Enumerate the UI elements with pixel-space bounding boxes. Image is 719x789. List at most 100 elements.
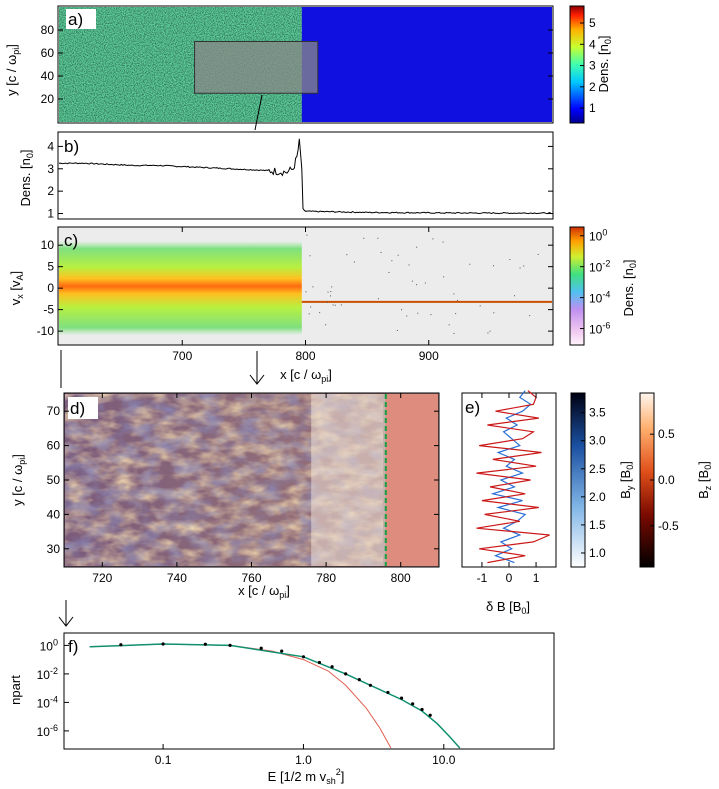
panel-c-point xyxy=(377,298,379,300)
panel-c-point xyxy=(305,291,307,293)
panel-c-point xyxy=(391,260,393,262)
panel-c-point xyxy=(453,293,455,295)
panel-c-point xyxy=(411,280,413,282)
panel-f-point xyxy=(330,665,334,669)
panel-c-point xyxy=(308,313,310,315)
panel-a-label-bg xyxy=(66,9,96,29)
panel-d-ylabel: y [c / ωpi] xyxy=(10,454,27,506)
panel-c-label: c) xyxy=(64,231,78,250)
panel-c-point xyxy=(309,255,311,257)
panel-c-colorbar-ticklabel: 10-2 xyxy=(589,259,610,275)
panel-c-point xyxy=(529,315,531,317)
panel-f-point xyxy=(420,707,424,712)
panel-e-bz-colorbar-ticklabel: 0.5 xyxy=(658,427,675,441)
panel-c-point xyxy=(448,324,450,326)
panel-e-by-colorbar-label: By [B0] xyxy=(618,461,635,499)
panel-d-x-ticklabel: 780 xyxy=(316,571,336,585)
panel-c-sparse-points xyxy=(305,234,539,334)
panel-c-point xyxy=(332,304,334,306)
panel-e-by-colorbar-ticklabel: 1.5 xyxy=(589,518,606,532)
panel-e-by-colorbar xyxy=(570,392,586,568)
panel-e-by-colorbar-ticklabel: 2.5 xyxy=(589,462,606,476)
panel-a-colorbar-ticks: 1 2 3 4 5 xyxy=(580,16,596,115)
panel-f-xlabel: E [1/2 m vsh2] xyxy=(268,767,345,786)
panel-a-label: a) xyxy=(68,10,83,29)
panel-c-point xyxy=(455,313,457,315)
panel-c-point xyxy=(330,290,332,292)
panel-b-y-ticklabel: 3 xyxy=(47,162,54,176)
panel-c-ylabel: vx [vA] xyxy=(8,271,25,305)
panel-d-y-axis: 30 40 50 60 70 xyxy=(47,404,439,556)
panel-c-point xyxy=(310,306,312,308)
panel-c-point xyxy=(396,329,398,331)
panel-d-label: d) xyxy=(70,399,85,418)
panel-f-point xyxy=(368,683,373,687)
panel-f-y-ticklabel: 10-6 xyxy=(37,723,58,739)
panel-d-label-bg xyxy=(68,397,98,419)
panel-c-point xyxy=(346,254,348,256)
panel-c-point xyxy=(334,304,336,306)
panel-b-y-ticklabel: 2 xyxy=(47,184,54,198)
panel-f-point xyxy=(357,678,361,682)
panel-d: d) 30 40 50 60 70 720 740 760 780 800 y [c / ωpi… xyxy=(10,392,440,600)
panel-f-point xyxy=(161,642,165,646)
panel-c-point xyxy=(377,237,379,239)
panel-b-y-ticklabel: 4 xyxy=(47,139,54,153)
panel-e-bz-colorbar-ticks: -0.5 0.0 0.5 xyxy=(650,427,679,533)
panel-e-by-line xyxy=(490,390,532,564)
panel-c-colorbar xyxy=(569,226,585,346)
panel-c-point xyxy=(380,251,382,253)
panel-d-upstream-region xyxy=(385,394,438,566)
panel-e-by-colorbar-ticklabel: 3.0 xyxy=(589,434,606,448)
panel-f-point xyxy=(399,696,404,700)
panel-b-label: b) xyxy=(64,137,79,156)
panel-a-colorbar-ticklabel: 3 xyxy=(589,59,596,73)
panel-f-label: f) xyxy=(68,637,78,656)
panel-f-y-axis: 100 10-2 10-4 10-6 xyxy=(37,637,69,739)
panel-a-upstream-region xyxy=(301,7,552,122)
panel-c-point xyxy=(479,305,481,307)
panel-b-y-ticklabel: 1 xyxy=(47,207,54,221)
panel-d-x-ticklabel: 760 xyxy=(241,571,261,585)
panel-c-downstream-distribution xyxy=(59,240,302,336)
panel-f-point xyxy=(344,672,348,676)
panel-c-point xyxy=(388,271,390,273)
panel-d-y-ticklabel: 70 xyxy=(47,404,61,418)
panel-f: f) 100 10-2 10-4 10-6 0.1 1.0 10.0 npart E [1… xyxy=(8,632,555,786)
panel-c-point xyxy=(340,304,342,306)
panel-e-frame xyxy=(461,392,557,568)
panel-c-point xyxy=(519,267,521,269)
panel-d-y-ticklabel: 60 xyxy=(47,439,61,453)
panel-e-x-ticklabel: 0 xyxy=(506,571,513,585)
panel-c-y-ticklabel: 10 xyxy=(41,238,55,252)
panel-d-shock-transition xyxy=(311,394,386,566)
panel-c-point xyxy=(432,238,434,240)
panel-e-x-ticklabel: -1 xyxy=(477,571,488,585)
panel-e-x-ticklabel: 1 xyxy=(533,571,540,585)
panel-f-point xyxy=(228,643,232,648)
panel-c-colorbar-label: Dens. [n0] xyxy=(621,259,638,316)
panel-c-colorbar-ticks: 100 10-2 10-4 10-6 xyxy=(580,228,610,337)
panel-c-point xyxy=(457,299,459,301)
panel-c-colorbar-ticklabel: 10-6 xyxy=(589,321,610,337)
panel-f-point xyxy=(119,643,123,647)
panel-c-point xyxy=(401,309,403,311)
panel-c-x-axis: 700 800 900 xyxy=(172,227,439,363)
panel-c-point xyxy=(416,284,418,286)
panel-d-y-ticklabel: 30 xyxy=(47,542,61,556)
panel-d-x-ticklabel: 800 xyxy=(391,571,411,585)
panel-e-by-colorbar-ticklabel: 3.5 xyxy=(589,406,606,420)
panel-c-point xyxy=(487,332,489,334)
panel-c-point xyxy=(353,261,355,263)
panel-c-point xyxy=(417,312,419,314)
panel-e-xlabel: δ B [B0] xyxy=(486,599,530,616)
panel-c-point xyxy=(312,286,314,288)
panel-f-x-ticklabel: 0.1 xyxy=(155,753,172,767)
panel-a-zoom-box xyxy=(194,41,319,94)
panel-c-x-ticklabel: 900 xyxy=(419,349,439,363)
panel-f-y-ticklabel: 10-4 xyxy=(37,694,58,710)
panel-c-point xyxy=(489,330,491,332)
panel-f-point xyxy=(386,690,390,695)
panel-e-by-colorbar-ticklabel: 1.0 xyxy=(589,546,606,560)
panel-a-colorbar-ticklabel: 2 xyxy=(589,80,596,94)
